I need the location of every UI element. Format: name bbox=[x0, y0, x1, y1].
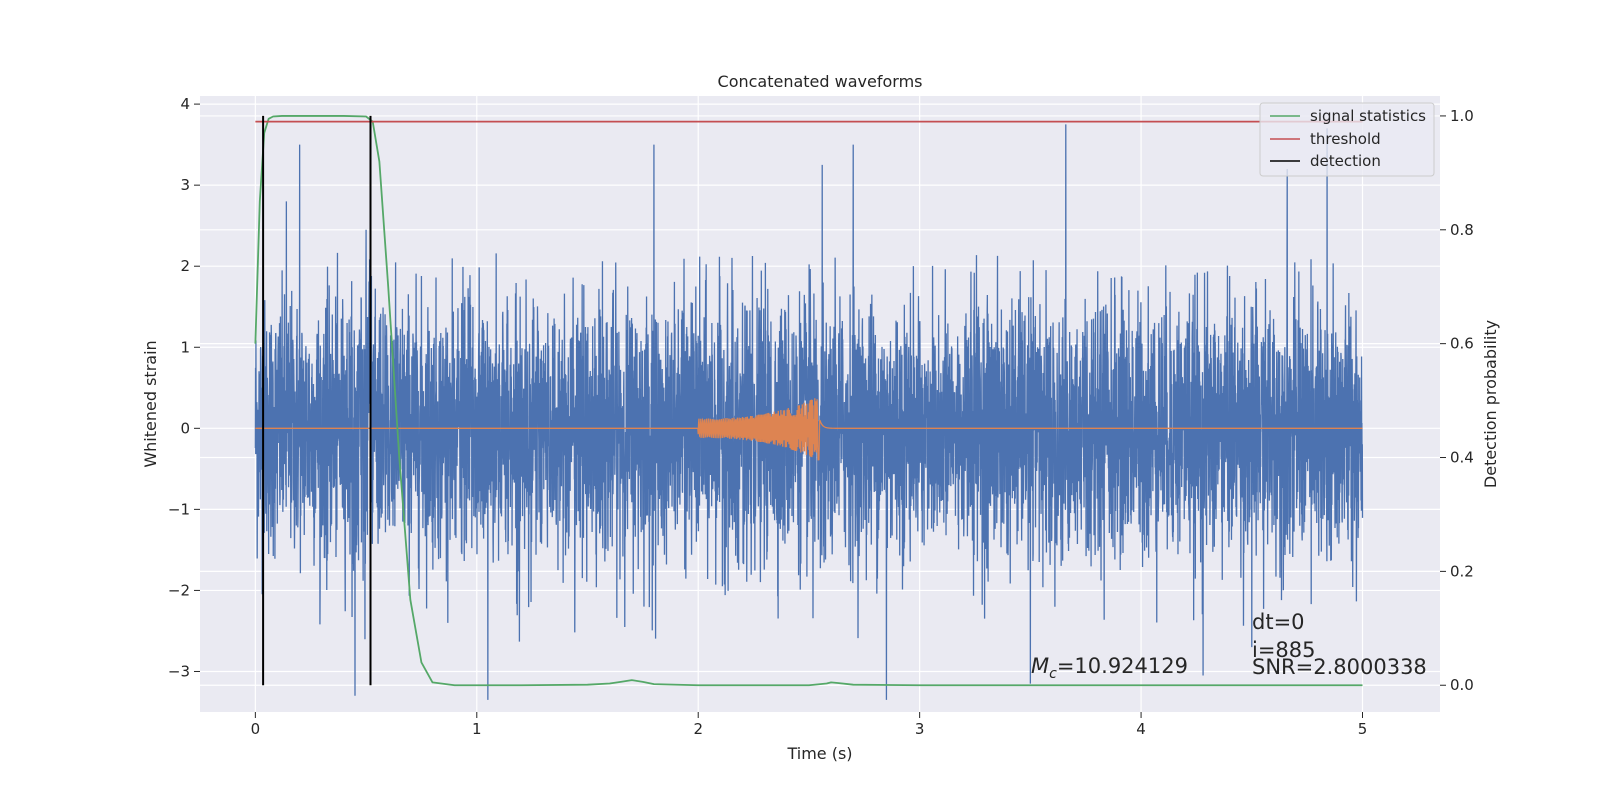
i-annotation: i=885 bbox=[1252, 638, 1316, 662]
y-axis-label: Whitened strain bbox=[141, 340, 160, 467]
legend-label-threshold: threshold bbox=[1310, 130, 1381, 148]
dt-annotation: dt=0 bbox=[1252, 610, 1305, 634]
y2-axis-label: Detection probability bbox=[1481, 320, 1500, 488]
y2-tick-label: 0.0 bbox=[1450, 676, 1474, 694]
chart-title: Concatenated waveforms bbox=[718, 72, 923, 91]
y-tick-label: 1 bbox=[180, 338, 190, 356]
x-tick-label: 5 bbox=[1358, 720, 1368, 738]
y-tick-label: 0 bbox=[180, 419, 190, 437]
y2-tick-label: 1.0 bbox=[1450, 107, 1474, 125]
x-axis-label: Time (s) bbox=[786, 744, 852, 763]
ticks: 0 1 2 3 4 5 4 3 2 1 0 −1 −2 −3 1.0 0.8 0.6 0.4 0.2 0.0 bbox=[168, 95, 1474, 738]
x-tick-label: 1 bbox=[472, 720, 482, 738]
y2-tick-label: 0.2 bbox=[1450, 562, 1474, 580]
y-tick-label: 2 bbox=[180, 257, 190, 275]
snr-annotation: SNR=2.8000338 bbox=[1252, 655, 1427, 679]
legend: signal statistics threshold detection bbox=[1259, 102, 1435, 177]
x-tick-label: 4 bbox=[1136, 720, 1146, 738]
x-tick-label: 2 bbox=[693, 720, 703, 738]
y2-tick-label: 0.8 bbox=[1450, 221, 1474, 239]
y-tick-label: −1 bbox=[168, 500, 190, 518]
mc-value: =10.924129 bbox=[1057, 654, 1188, 678]
legend-box bbox=[1259, 102, 1435, 177]
legend-label-detection: detection bbox=[1310, 152, 1381, 170]
annotations: Mc=10.924129 dt=0 i=885 SNR=2.8000338 bbox=[1031, 610, 1427, 682]
y2-tick-label: 0.4 bbox=[1450, 449, 1474, 467]
mc-symbol: M bbox=[1031, 654, 1049, 678]
x-tick-label: 3 bbox=[915, 720, 925, 738]
series-layer bbox=[254, 115, 1364, 700]
x-tick-label: 0 bbox=[251, 720, 261, 738]
mc-annotation: Mc=10.924129 bbox=[1031, 654, 1188, 682]
series-injected-signal bbox=[255, 398, 1363, 461]
y-tick-label: 4 bbox=[180, 95, 190, 113]
y-tick-label: 3 bbox=[180, 176, 190, 194]
series-signal-statistics bbox=[254, 115, 1363, 687]
y-tick-label: −3 bbox=[168, 662, 190, 680]
legend-label-signal-statistics: signal statistics bbox=[1310, 107, 1426, 125]
series-whitened-strain bbox=[254, 124, 1364, 700]
y-tick-label: −2 bbox=[168, 581, 190, 599]
mc-subscript: c bbox=[1049, 666, 1057, 682]
y2-tick-label: 0.6 bbox=[1450, 335, 1474, 353]
